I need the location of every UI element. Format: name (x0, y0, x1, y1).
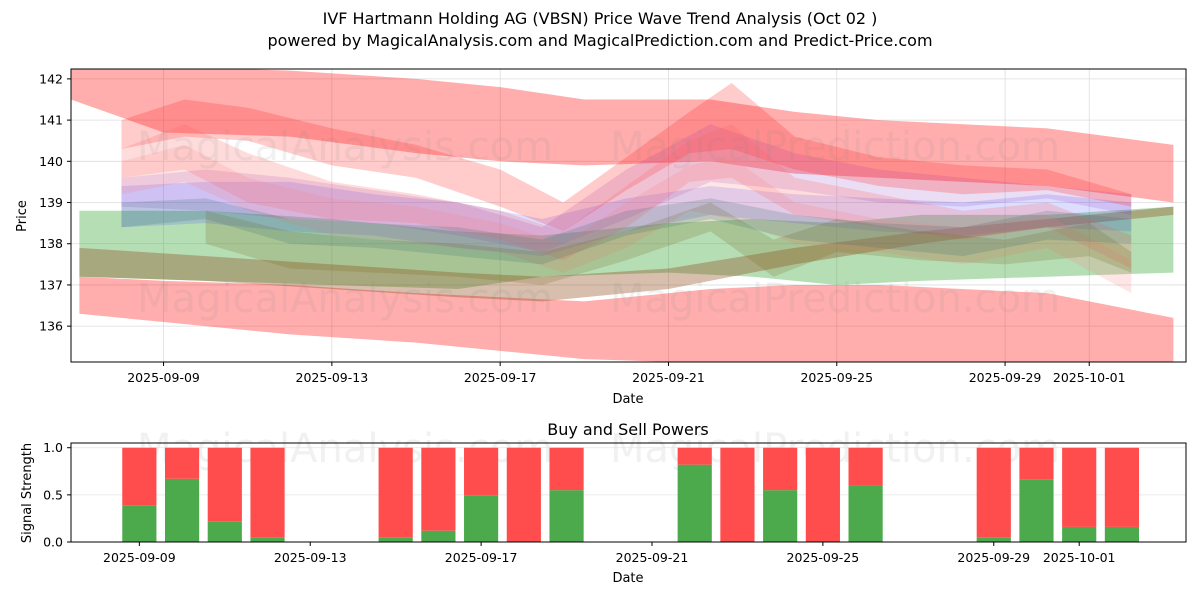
upper-y-tick-label: 141 (39, 113, 63, 128)
buy-sell-chart: MagicalAnalysis.com MagicalPrediction.co… (20, 420, 1187, 586)
buy-bar (421, 530, 456, 542)
price-wave-chart: MagicalAnalysis.com MagicalPrediction.co… (15, 68, 1187, 407)
band-olive-wave (205, 202, 1132, 285)
band-lower-envelope (79, 276, 1174, 362)
sell-bar (677, 447, 712, 465)
sell-bar (848, 447, 883, 486)
upper-grid (71, 69, 1186, 362)
watermark-prediction-top: MagicalPrediction.com (610, 124, 1060, 170)
sell-bar (122, 447, 157, 506)
band-blue-band (121, 181, 1132, 257)
sell-bar (506, 447, 541, 542)
lower-plot-frame (70, 442, 1187, 543)
buy-bar (207, 521, 242, 542)
price-bands (71, 69, 1174, 362)
watermark-prediction-mid: MagicalPrediction.com (610, 276, 1060, 322)
buy-bar (1104, 526, 1140, 542)
buy-bar (164, 478, 200, 542)
buy-bar (378, 537, 413, 542)
upper-y-axis: 136 137 138 139 140 141 142 (39, 71, 71, 334)
band-green-band (79, 206, 1174, 290)
sell-bar (1104, 447, 1140, 527)
buy-bar (848, 485, 883, 542)
band-brown-band (79, 206, 1174, 302)
upper-x-tick-label: 2025-09-13 (296, 370, 369, 385)
buy-sell-title: Buy and Sell Powers (547, 420, 709, 439)
lower-x-tick-label: 2025-09-25 (787, 550, 860, 565)
upper-x-tick-label: 2025-09-17 (464, 370, 537, 385)
buy-bar (677, 464, 712, 542)
sell-bar (976, 447, 1011, 538)
buy-bar (1062, 526, 1097, 542)
watermark-analysis-top: MagicalAnalysis.com (137, 124, 553, 170)
sell-bar (207, 447, 242, 522)
sell-bar (164, 447, 200, 479)
lower-x-axis: 2025-09-09 2025-09-13 2025-09-17 2025-09-21… (103, 542, 1116, 565)
signal-bars (122, 447, 1140, 542)
watermark-analysis-mid: MagicalAnalysis.com (137, 276, 553, 322)
band-purple-band (121, 124, 1132, 252)
buy-bar (763, 490, 798, 542)
lower-x-tick-label: 2025-09-29 (957, 550, 1030, 565)
buy-bar (549, 490, 584, 542)
sell-bar (720, 447, 755, 542)
buy-bar (464, 495, 499, 542)
lower-y-tick-label: 0.0 (43, 535, 63, 550)
upper-x-axis-label: Date (612, 392, 643, 407)
sell-bar (763, 447, 798, 491)
lower-y-axis: 0.0 0.5 1.0 (43, 440, 71, 550)
band-upper-envelope (71, 69, 1174, 203)
buy-bar (122, 505, 157, 542)
upper-y-tick-label: 137 (39, 277, 63, 292)
sell-bar (250, 447, 285, 538)
buy-bar (250, 537, 285, 542)
buy-bar (976, 537, 1011, 542)
lower-x-tick-label: 2025-09-13 (274, 550, 347, 565)
upper-y-tick-label: 140 (39, 154, 63, 169)
sell-bar (549, 447, 584, 491)
sell-bar (1019, 447, 1054, 480)
upper-x-tick-label: 2025-09-21 (632, 370, 705, 385)
upper-y-tick-label: 136 (39, 319, 63, 334)
lower-x-tick-label: 2025-09-21 (616, 550, 689, 565)
lower-y-axis-label: Signal Strength (20, 443, 35, 543)
upper-y-tick-label: 142 (39, 71, 63, 86)
band-red-wave-2 (121, 124, 1132, 269)
upper-y-axis-label: Price (15, 200, 30, 232)
band-red-wave-3 (121, 144, 1132, 294)
upper-x-tick-label: 2025-10-01 (1053, 370, 1126, 385)
lower-y-tick-label: 0.5 (43, 487, 63, 502)
band-red-wave-1 (121, 83, 1132, 232)
chart-subtitle: powered by MagicalAnalysis.com and Magic… (267, 31, 933, 50)
upper-plot-frame (70, 68, 1187, 363)
buy-bar (1019, 479, 1054, 542)
lower-x-tick-label: 2025-10-01 (1043, 550, 1116, 565)
band-teal-wave (121, 198, 1132, 265)
upper-x-tick-label: 2025-09-29 (969, 370, 1042, 385)
sell-bar (378, 447, 413, 538)
sell-bar (805, 447, 840, 542)
upper-x-tick-label: 2025-09-09 (127, 370, 200, 385)
upper-y-tick-label: 138 (39, 236, 63, 251)
upper-x-tick-label: 2025-09-25 (800, 370, 873, 385)
sell-bar (464, 447, 499, 496)
sell-bar (1062, 447, 1097, 527)
upper-x-axis: 2025-09-09 2025-09-13 2025-09-17 2025-09-21… (127, 362, 1126, 385)
lower-x-tick-label: 2025-09-09 (103, 550, 176, 565)
sell-bar (421, 447, 456, 531)
chart-title: IVF Hartmann Holding AG (VBSN) Price Wav… (322, 9, 878, 28)
upper-y-tick-label: 139 (39, 195, 63, 210)
lower-x-tick-label: 2025-09-17 (445, 550, 518, 565)
lower-y-tick-label: 1.0 (43, 440, 63, 455)
lower-x-axis-label: Date (612, 571, 643, 586)
